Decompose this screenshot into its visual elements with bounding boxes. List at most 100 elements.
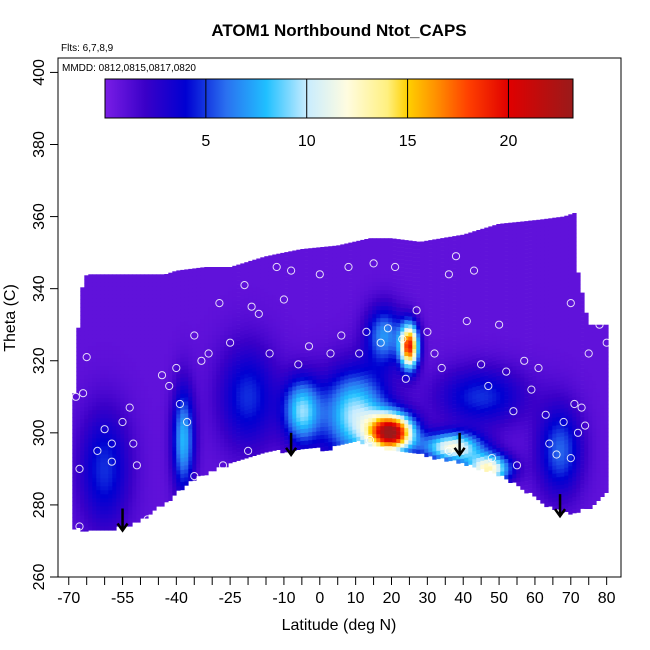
heatmap-cell	[304, 440, 309, 445]
heatmap-cell	[200, 395, 205, 400]
heatmap-cell	[240, 311, 245, 316]
heatmap-cell	[148, 482, 153, 487]
heatmap-cell	[388, 310, 393, 315]
heatmap-cell	[132, 326, 137, 331]
heatmap-cell	[232, 433, 237, 439]
heatmap-cell	[344, 339, 349, 344]
heatmap-cell	[240, 423, 245, 428]
heatmap-cell	[348, 358, 353, 363]
heatmap-cell	[96, 350, 101, 355]
heatmap-cell	[244, 306, 249, 311]
heatmap-cell	[312, 363, 317, 369]
heatmap-cell	[88, 398, 93, 403]
heatmap-cell	[88, 478, 93, 483]
heatmap-cell	[352, 393, 357, 398]
heatmap-cell	[140, 462, 145, 467]
heatmap-cell	[96, 462, 101, 467]
heatmap-cell	[412, 429, 417, 434]
heatmap-cell	[236, 324, 241, 329]
heatmap-cell	[236, 440, 241, 445]
heatmap-cell	[376, 282, 381, 287]
heatmap-cell	[328, 386, 333, 391]
heatmap-cell	[264, 428, 269, 433]
heatmap-cell	[200, 359, 205, 364]
heatmap-cell	[420, 309, 425, 314]
heatmap-cell	[104, 274, 109, 279]
heatmap-cell	[440, 338, 445, 343]
heatmap-cell	[228, 375, 233, 380]
heatmap-cell	[192, 444, 197, 449]
heatmap-cell	[228, 395, 233, 400]
heatmap-cell	[124, 294, 129, 299]
heatmap-cell	[360, 279, 365, 285]
heatmap-cell	[180, 461, 185, 467]
heatmap-cell	[152, 346, 157, 351]
heatmap-cell	[244, 426, 249, 431]
heatmap-cell	[332, 353, 337, 359]
heatmap-cell	[244, 354, 249, 359]
heatmap-cell	[132, 390, 137, 395]
heatmap-cell	[172, 271, 177, 276]
heatmap-cell	[180, 465, 185, 471]
heatmap-cell	[348, 330, 353, 335]
heatmap-cell	[300, 309, 305, 314]
heatmap-cell	[88, 290, 93, 295]
heatmap-cell	[192, 344, 197, 349]
dates-annotation: MMDD: 0812,0815,0817,0820	[62, 63, 196, 74]
heatmap-cell	[268, 339, 273, 344]
heatmap-cell	[332, 293, 337, 299]
heatmap-cell	[288, 383, 293, 388]
heatmap-cell	[280, 368, 285, 374]
heatmap-cell	[244, 422, 249, 427]
heatmap-cell	[224, 331, 229, 336]
heatmap-cell	[88, 418, 93, 423]
heatmap-cell	[168, 276, 173, 281]
heatmap-cell	[220, 359, 225, 364]
heatmap-cell	[120, 506, 125, 511]
heatmap-cell	[240, 435, 245, 440]
heatmap-cell	[220, 343, 225, 348]
heatmap-cell	[312, 443, 317, 449]
heatmap-cell	[348, 306, 353, 311]
heatmap-cell	[256, 430, 261, 435]
heatmap-cell	[136, 490, 141, 495]
heatmap-cell	[268, 327, 273, 332]
heatmap-cell	[136, 398, 141, 403]
heatmap-cell	[320, 327, 325, 332]
heatmap-cell	[116, 490, 121, 495]
heatmap-cell	[104, 338, 109, 343]
heatmap-cell	[216, 315, 221, 320]
heatmap-cell	[196, 315, 201, 321]
heatmap-cell	[84, 495, 89, 500]
heatmap-cell	[176, 446, 181, 451]
heatmap-cell	[384, 290, 389, 295]
heatmap-cell	[308, 284, 313, 289]
heatmap-cell	[356, 328, 361, 334]
heatmap-cell	[160, 494, 165, 499]
heatmap-cell	[236, 308, 241, 313]
heatmap-cell	[308, 276, 313, 281]
heatmap-cell	[172, 303, 177, 308]
heatmap-cell	[404, 444, 409, 449]
heatmap-cell	[120, 322, 125, 327]
heatmap-cell	[360, 315, 365, 321]
heatmap-cell	[224, 295, 229, 300]
heatmap-cell	[292, 338, 297, 343]
heatmap-cell	[388, 306, 393, 311]
heatmap-cell	[88, 374, 93, 379]
heatmap-cell	[372, 314, 377, 319]
heatmap-cell	[256, 266, 261, 271]
heatmap-cell	[96, 402, 101, 407]
heatmap-cell	[144, 418, 149, 423]
heatmap-cell	[236, 276, 241, 281]
heatmap-cell	[268, 351, 273, 356]
heatmap-cell	[192, 460, 197, 465]
heatmap-cell	[164, 470, 169, 475]
heatmap-cell	[152, 278, 157, 283]
heatmap-cell	[116, 330, 121, 335]
heatmap-cell	[164, 494, 169, 499]
heatmap-cell	[160, 434, 165, 439]
heatmap-cell	[444, 237, 449, 242]
heatmap-cell	[320, 355, 325, 360]
heatmap-cell	[304, 324, 309, 329]
